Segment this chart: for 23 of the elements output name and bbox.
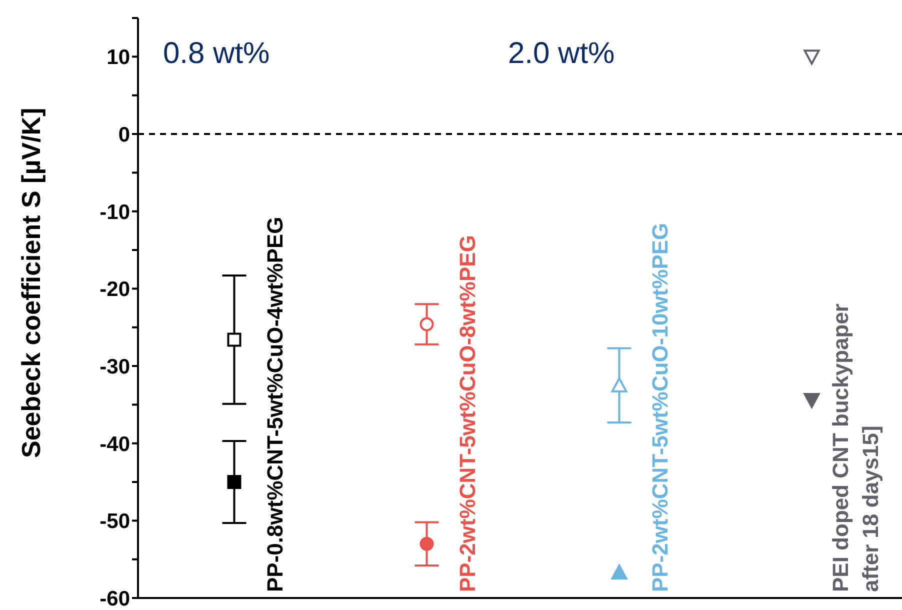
point (227, 475, 242, 489)
text: PP-0.8wt%CNT-5wt%CuO-4wt%PEG (262, 216, 288, 592)
y-axis-title: Seebeck coefficient S [µV/K] (16, 108, 46, 458)
point (804, 393, 820, 408)
y-tick-label: -10 (100, 200, 130, 224)
point (420, 536, 434, 551)
annotation: 0.8 wt% (163, 37, 270, 70)
y-tick-label: -30 (100, 355, 130, 378)
y-tick-label: 0 (118, 123, 130, 146)
point (420, 317, 434, 332)
y-tick-label: -40 (100, 432, 130, 456)
y-tick-label: 10 (106, 46, 130, 70)
y-tick-label: -20 (100, 278, 130, 302)
text: PP-2wt%CNT-5wt%CuO-10wt%PEG (647, 222, 672, 592)
y-tick-label: -60 (100, 587, 130, 610)
y-tick-label: -50 (100, 510, 130, 534)
point (804, 50, 820, 65)
text: PEI doped CNT buckypaper after 18 days15] (828, 303, 883, 592)
point (611, 564, 628, 580)
text: PP-2wt%CNT-5wt%CuO-8wt%PEG (454, 235, 480, 592)
point (611, 377, 628, 392)
point (227, 332, 242, 347)
annotation: 2.0 wt% (508, 37, 615, 70)
